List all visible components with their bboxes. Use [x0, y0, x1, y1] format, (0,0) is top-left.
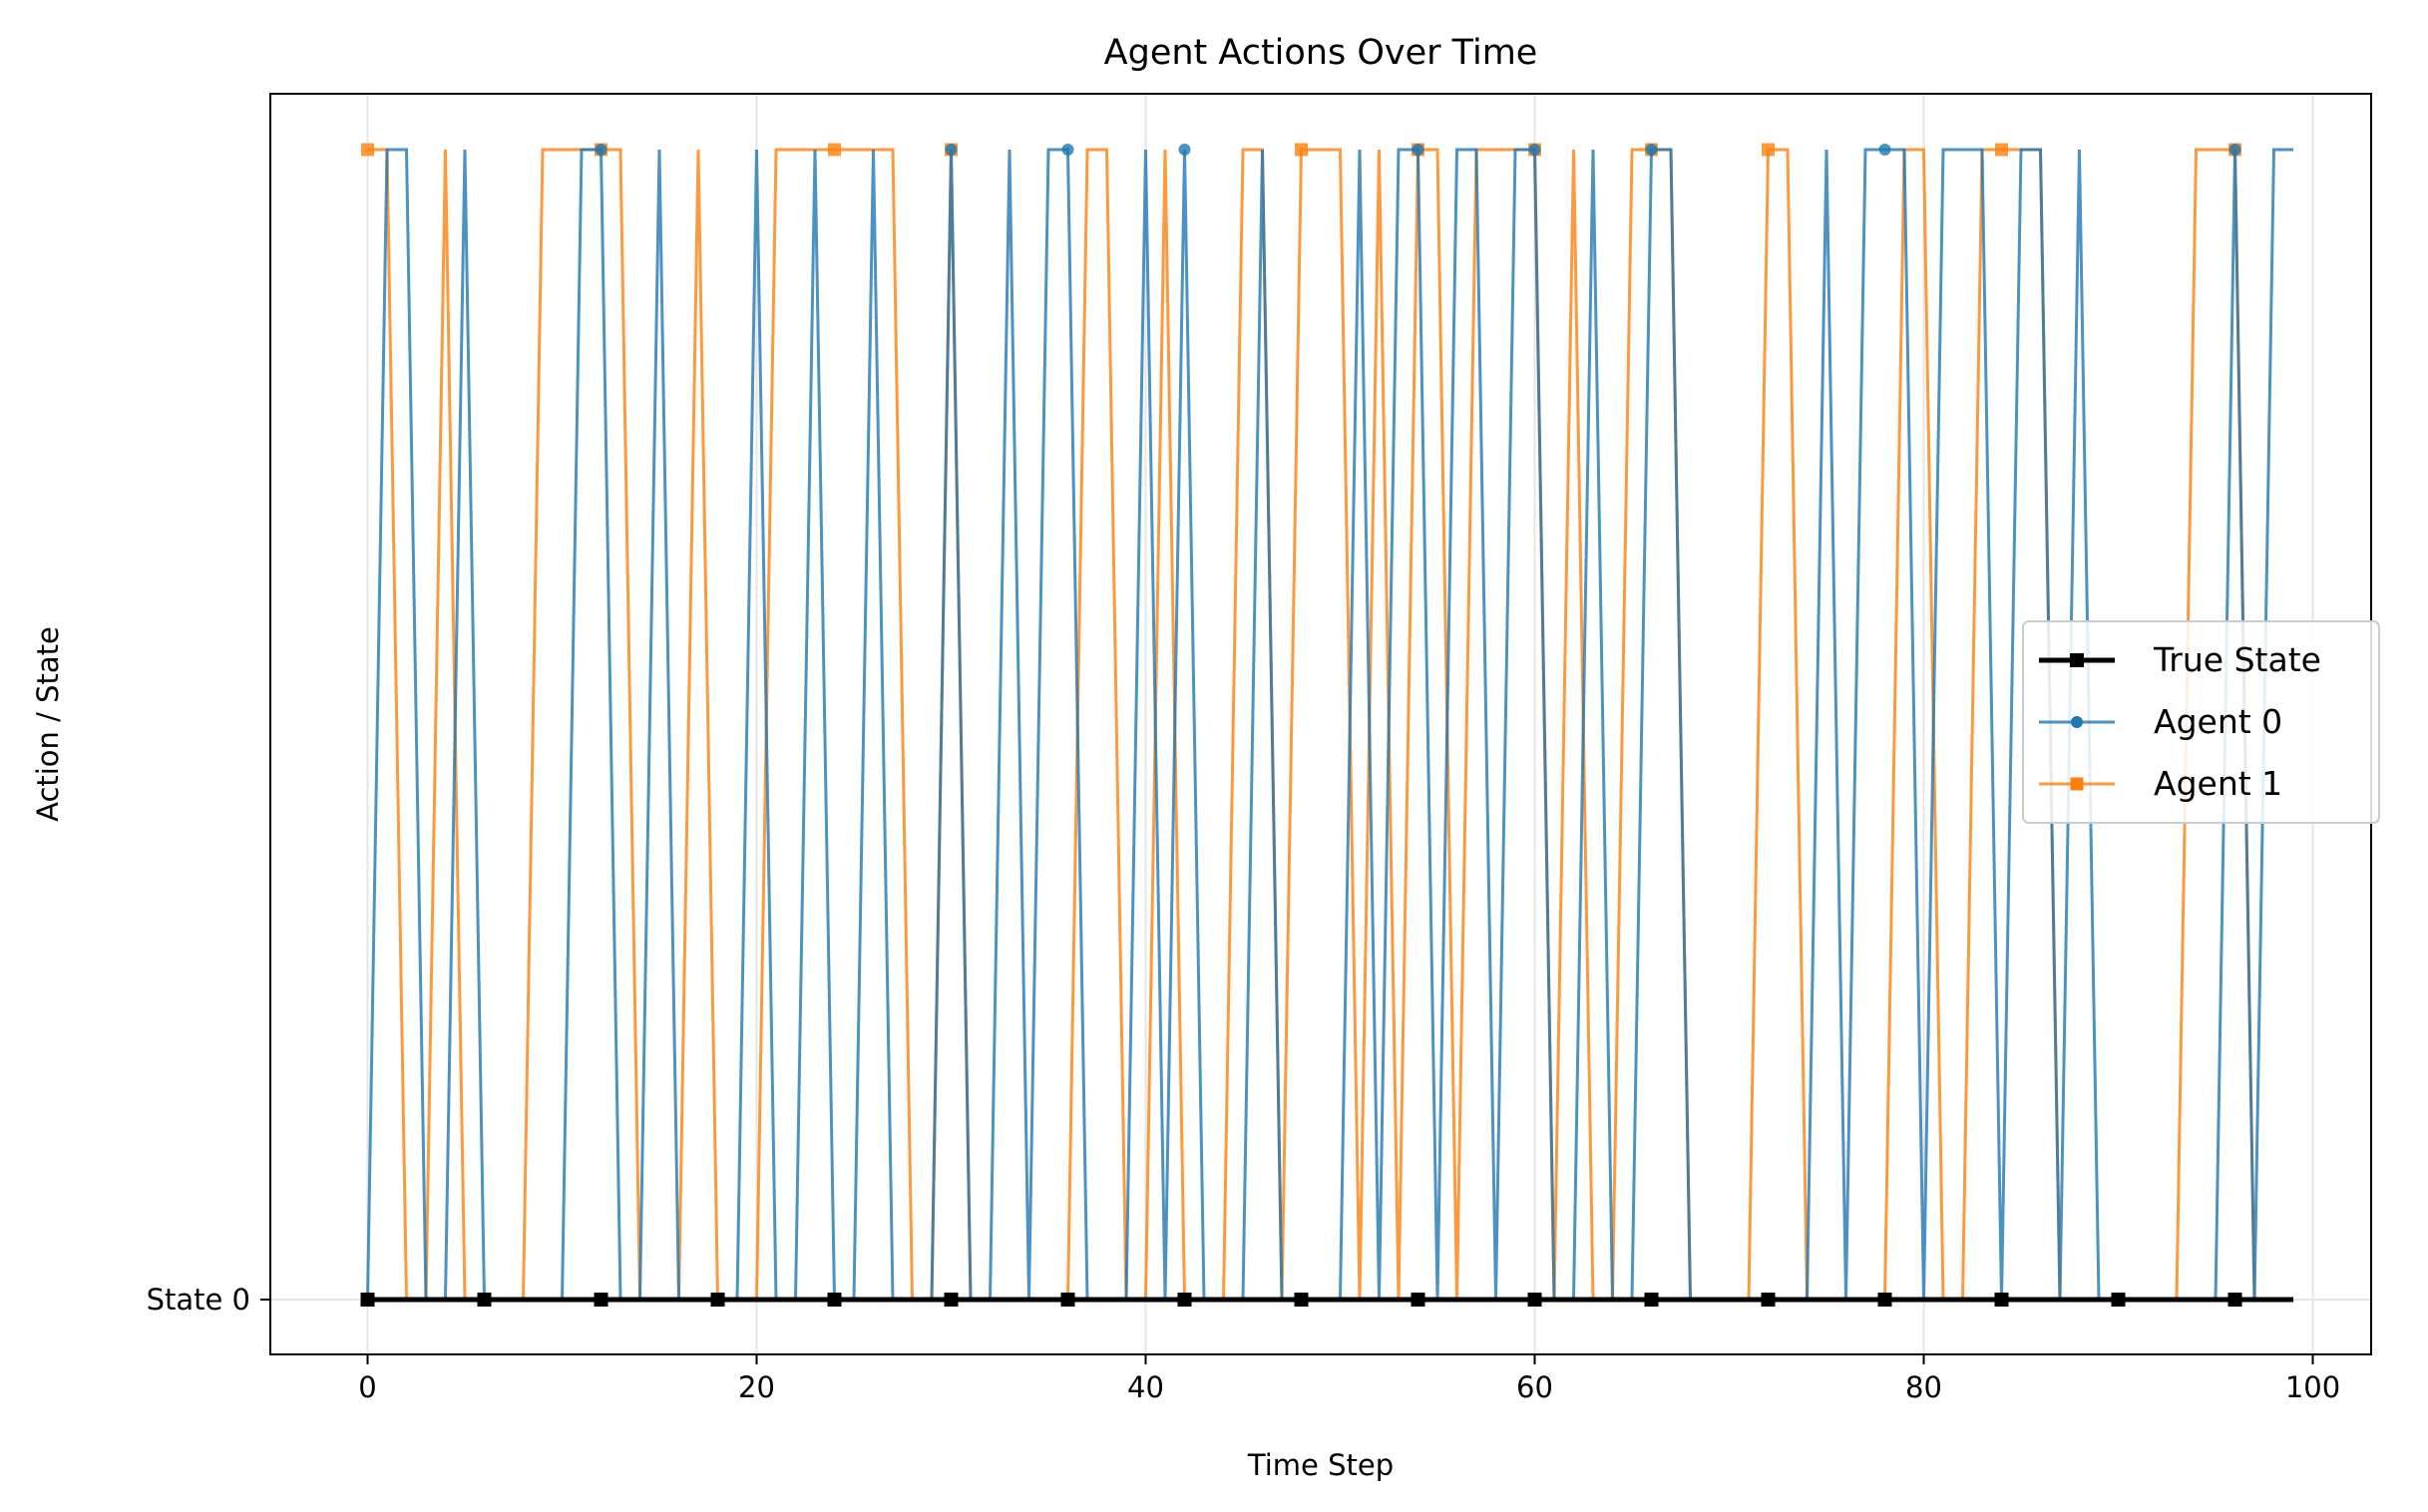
series-marker-true-state [1527, 1293, 1542, 1307]
series-marker-agent-0 [1412, 144, 1424, 156]
series-marker-true-state [944, 1293, 959, 1307]
series-marker-true-state [1994, 1293, 2009, 1307]
series-marker-true-state [1761, 1293, 1776, 1307]
legend-label: Agent 0 [2154, 702, 2282, 741]
axis-ticks: 0 20 40 60 80 100 State 0 [147, 1283, 2341, 1404]
series-marker-agent-0 [1878, 144, 1891, 156]
series-marker-true-state [477, 1293, 492, 1307]
series-marker-true-state [1644, 1293, 1659, 1307]
series-marker-agent-1 [1995, 143, 2008, 157]
x-tick-label: 40 [1127, 1370, 1164, 1404]
x-tick-label: 60 [1516, 1370, 1553, 1404]
series-marker-true-state [1177, 1293, 1192, 1307]
legend-entry: True State [2039, 640, 2321, 679]
legend-label: Agent 1 [2154, 764, 2282, 803]
series-marker-agent-1 [361, 143, 374, 157]
series-marker-true-state [360, 1293, 375, 1307]
series-marker-true-state [1294, 1293, 1309, 1307]
legend-entries: True State Agent 0 Agent 1 [2039, 640, 2321, 803]
series-marker-true-state [2111, 1293, 2126, 1307]
series-marker-true-state [827, 1293, 842, 1307]
series-marker-true-state [1877, 1293, 1892, 1307]
x-axis-label: Time Step [1247, 1448, 1394, 1482]
x-tick-label: 0 [358, 1370, 376, 1404]
series-marker-agent-1 [1762, 143, 1775, 157]
series-marker-agent-0 [1528, 144, 1541, 156]
series-marker-true-state [1060, 1293, 1075, 1307]
y-tick-label: State 0 [147, 1283, 250, 1317]
series-marker-true-state [594, 1293, 608, 1307]
chart-title: Agent Actions Over Time [1104, 33, 1538, 73]
legend-frame [2022, 620, 2380, 824]
series-marker-true-state [1411, 1293, 1425, 1307]
series-marker-agent-0 [2228, 144, 2241, 156]
plot-series [360, 143, 2293, 1307]
series-marker-agent-0 [595, 144, 607, 156]
legend: True State Agent 0 Agent 1 [2022, 620, 2380, 824]
series-marker-agent-1 [828, 143, 841, 157]
x-tick-label: 100 [2285, 1370, 2340, 1404]
series-marker-agent-0 [1178, 144, 1191, 156]
legend-marker [2071, 716, 2083, 728]
series-marker-agent-0 [1645, 144, 1658, 156]
series-marker-true-state [2227, 1293, 2242, 1307]
series-marker-agent-0 [945, 144, 958, 156]
series-line-agent-1 [367, 148, 2293, 1302]
series-marker-true-state [710, 1293, 725, 1307]
legend-entry: Agent 1 [2039, 764, 2282, 803]
x-tick-label: 80 [1905, 1370, 1942, 1404]
x-tick-label: 20 [738, 1370, 775, 1404]
y-axis-label: Action / State [31, 626, 65, 822]
legend-marker [2070, 653, 2084, 667]
legend-marker [2070, 777, 2084, 791]
series-marker-agent-0 [1061, 144, 1074, 156]
legend-label: True State [2153, 640, 2321, 679]
legend-entry: Agent 0 [2039, 702, 2282, 741]
series-marker-agent-1 [1295, 143, 1308, 157]
